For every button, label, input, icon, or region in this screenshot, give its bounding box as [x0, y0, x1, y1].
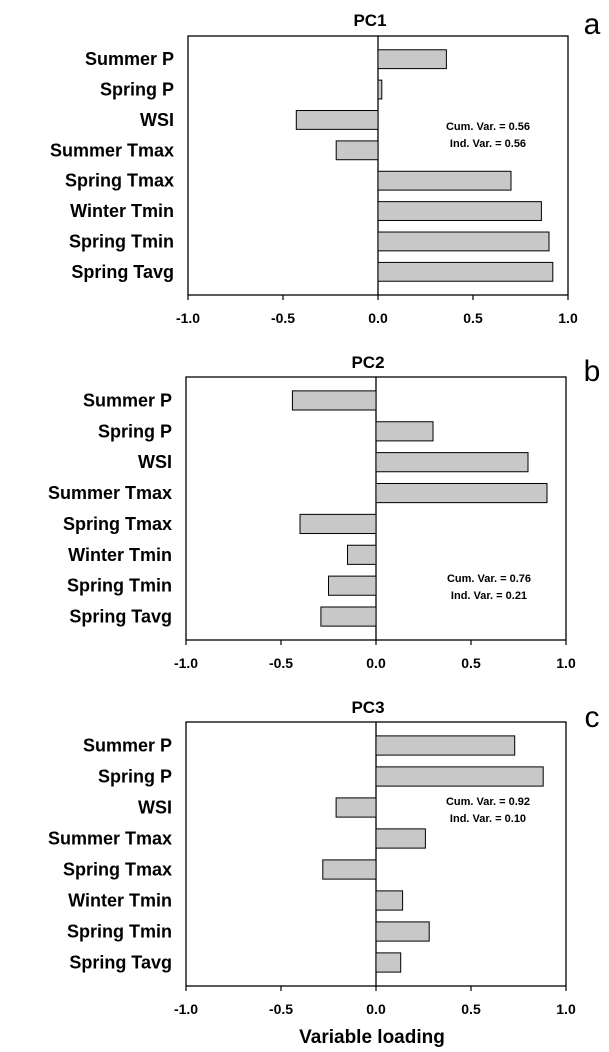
category-label: Spring Tmax [65, 171, 174, 191]
variance-annotation: Cum. Var. = 0.76 [447, 573, 531, 585]
panel-letter: c [585, 701, 600, 734]
chart-panel-3: Summer P Spring P WSI Summer Tmax Spring Tma… [48, 698, 600, 1048]
bar [377, 231, 550, 252]
bar [377, 49, 447, 70]
bar [375, 921, 430, 942]
category-label: Spring Tmin [67, 922, 172, 942]
chart-panel-2: Summer P Spring P WSI Summer Tmax Spring Tma… [48, 353, 600, 671]
chart-panel-1: Summer P Spring P WSI Summer Tmax Spring Tma… [50, 8, 601, 326]
x-tick-label: -1.0 [174, 655, 198, 671]
bar [377, 170, 512, 191]
x-tick-label: -0.5 [269, 655, 293, 671]
panel-letter: b [584, 355, 601, 388]
bar [347, 544, 377, 565]
category-label: Summer Tmax [48, 829, 172, 849]
category-label: Spring Tavg [69, 607, 172, 627]
x-tick-label: 0.5 [461, 1001, 481, 1017]
category-label: Spring Tmax [63, 860, 172, 880]
bar [322, 859, 377, 880]
category-label: Summer Tmax [48, 483, 172, 503]
bar [328, 575, 377, 596]
category-label: WSI [138, 798, 172, 818]
variance-annotation: Ind. Var. = 0.21 [451, 590, 527, 602]
x-tick-label: 0.5 [463, 310, 483, 326]
bar [320, 606, 377, 627]
bar [375, 482, 548, 504]
x-tick-label: -1.0 [174, 1001, 198, 1017]
category-label: Summer P [85, 49, 174, 69]
category-label: Spring Tavg [71, 262, 174, 282]
x-tick-label: -0.5 [271, 310, 295, 326]
x-tick-label: 1.0 [558, 310, 578, 326]
bar [377, 79, 383, 100]
x-tick-label: 1.0 [556, 655, 576, 671]
category-label: Spring Tmax [63, 514, 172, 534]
category-label: Spring P [98, 767, 172, 787]
x-tick-label: -0.5 [269, 1001, 293, 1017]
variance-annotation: Ind. Var. = 0.10 [450, 813, 526, 825]
category-label: WSI [138, 452, 172, 472]
category-label: WSI [140, 110, 174, 130]
bar [375, 890, 404, 911]
bar [291, 390, 377, 411]
x-tick-label: 0.0 [368, 310, 388, 326]
bar [377, 261, 554, 282]
bar [299, 513, 377, 535]
x-tick-label: 0.0 [366, 1001, 386, 1017]
category-label: Summer P [83, 736, 172, 756]
bar [375, 735, 516, 756]
category-label: Winter Tmin [68, 891, 172, 911]
panel-letter: a [584, 8, 601, 41]
bar [335, 797, 377, 818]
x-tick-label: 0.5 [461, 655, 481, 671]
bar [377, 201, 542, 221]
variance-annotation: Ind. Var. = 0.56 [450, 138, 526, 150]
bar [375, 421, 434, 442]
bar [295, 110, 379, 130]
bar [375, 828, 426, 849]
category-label: Spring P [100, 80, 174, 100]
panel-title: PC1 [353, 11, 386, 30]
category-label: Spring P [98, 421, 172, 441]
x-axis-label: Variable loading [299, 1027, 445, 1048]
x-tick-label: -1.0 [176, 310, 200, 326]
bar [375, 952, 402, 973]
variance-annotation: Cum. Var. = 0.92 [446, 796, 530, 808]
variance-annotation: Cum. Var. = 0.56 [446, 121, 530, 133]
category-label: Spring Tmin [67, 576, 172, 596]
bar [375, 766, 544, 787]
bar [375, 452, 529, 473]
panel-title: PC3 [351, 698, 384, 717]
category-label: Winter Tmin [68, 545, 172, 565]
x-tick-label: 1.0 [556, 1001, 576, 1017]
category-label: Spring Tmin [69, 231, 174, 251]
x-tick-label: 0.0 [366, 655, 386, 671]
bar [335, 140, 379, 161]
category-label: Summer Tmax [50, 140, 174, 160]
category-label: Spring Tavg [69, 953, 172, 973]
panel-title: PC2 [351, 353, 384, 372]
category-label: Summer P [83, 390, 172, 410]
category-label: Winter Tmin [70, 201, 174, 221]
